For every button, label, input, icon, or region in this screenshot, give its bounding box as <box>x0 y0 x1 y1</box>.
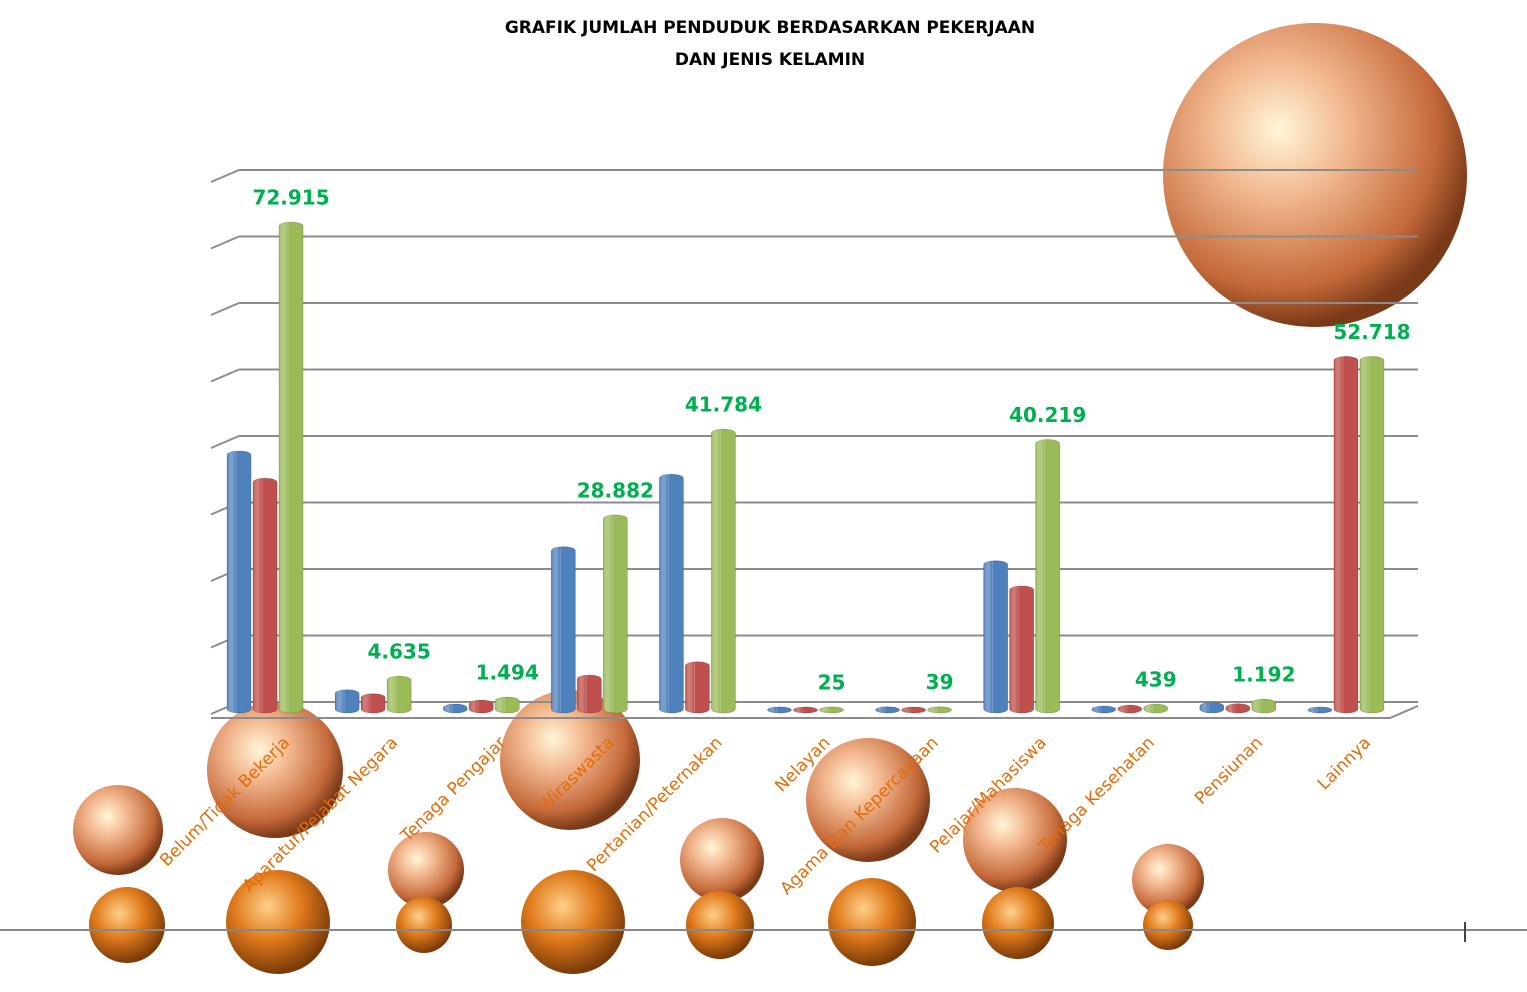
bar <box>901 706 927 714</box>
bar <box>226 450 252 714</box>
bar <box>819 706 844 714</box>
bar <box>278 221 304 714</box>
bar <box>1333 355 1359 714</box>
grid-line <box>210 435 240 449</box>
x-tick-label: Tenaga Kesehatan <box>1034 733 1158 857</box>
data-label: 52.718 <box>1333 320 1410 344</box>
bar <box>1117 704 1143 714</box>
decoration <box>0 23 1527 974</box>
axis-line <box>1389 705 1419 719</box>
x-tick-label: Tenaga Pengajar <box>396 733 510 847</box>
bar <box>576 674 602 714</box>
bar <box>684 661 710 714</box>
bar <box>1199 701 1225 714</box>
data-label: 40.219 <box>1009 403 1086 427</box>
grid-line <box>210 169 240 183</box>
bar <box>1307 706 1333 714</box>
bar <box>767 706 792 714</box>
bar <box>710 428 736 714</box>
bar <box>386 675 412 714</box>
data-label: 39 <box>926 670 954 694</box>
bar <box>1035 439 1061 714</box>
bar <box>1225 703 1251 714</box>
bar <box>927 706 953 714</box>
bar <box>360 693 386 714</box>
bar <box>494 696 520 714</box>
x-tick-label: Lainnya <box>1314 733 1375 794</box>
bar <box>602 514 628 714</box>
chart-title: GRAFIK JUMLAH PENDUDUK BERDASARKAN PEKER… <box>505 18 1035 38</box>
bar <box>334 689 360 714</box>
data-label: 25 <box>818 670 846 694</box>
bar <box>1143 703 1169 714</box>
grid-line <box>210 368 240 383</box>
bar <box>875 706 901 714</box>
bar <box>468 699 494 714</box>
bar <box>658 473 684 714</box>
bar <box>1091 705 1117 714</box>
bar <box>550 546 576 714</box>
data-label: 439 <box>1135 668 1177 692</box>
data-label: 4.635 <box>368 640 431 664</box>
bar <box>1009 585 1035 714</box>
data-label: 1.494 <box>476 661 539 685</box>
x-tick-label: Pensiunan <box>1191 733 1267 809</box>
chart-title: DAN JENIS KELAMIN <box>675 50 865 70</box>
data-label: 1.192 <box>1232 663 1295 687</box>
grid-line <box>210 235 240 250</box>
data-label: 28.882 <box>577 478 654 502</box>
data-label: 41.784 <box>685 393 762 417</box>
bar <box>1251 698 1277 714</box>
grid-line <box>210 302 240 316</box>
bar <box>1359 355 1385 714</box>
bar <box>793 706 818 714</box>
bar <box>983 560 1009 714</box>
bar <box>252 477 278 714</box>
data-label: 72.915 <box>252 186 329 210</box>
bar <box>442 703 468 714</box>
